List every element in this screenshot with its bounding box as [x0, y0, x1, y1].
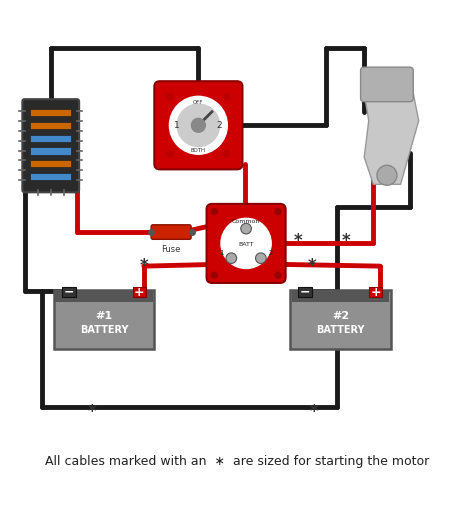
Text: *: *	[294, 232, 302, 250]
Circle shape	[191, 118, 205, 132]
Text: 1: 1	[219, 250, 224, 256]
Text: BATTERY: BATTERY	[316, 325, 365, 334]
Circle shape	[255, 253, 266, 264]
Text: Fuse: Fuse	[162, 245, 181, 254]
Bar	[30, 160, 72, 167]
Text: *: *	[308, 257, 316, 275]
Bar	[55, 291, 153, 302]
FancyBboxPatch shape	[207, 204, 286, 283]
Text: #1: #1	[96, 311, 113, 321]
Circle shape	[224, 150, 230, 157]
Text: #2: #2	[332, 311, 349, 321]
Circle shape	[211, 209, 217, 215]
FancyBboxPatch shape	[361, 67, 413, 102]
Text: OFF: OFF	[193, 99, 204, 105]
Bar	[30, 109, 72, 117]
Bar	[30, 135, 72, 142]
FancyBboxPatch shape	[54, 290, 155, 349]
Bar	[30, 147, 72, 155]
Circle shape	[275, 209, 281, 215]
Text: +: +	[370, 286, 381, 299]
Circle shape	[167, 94, 173, 100]
Text: 1: 1	[174, 121, 180, 130]
Circle shape	[275, 272, 281, 278]
Text: −: −	[64, 286, 74, 299]
Text: 2: 2	[217, 121, 222, 130]
Polygon shape	[364, 75, 419, 184]
Circle shape	[226, 253, 237, 264]
Circle shape	[241, 223, 251, 234]
FancyBboxPatch shape	[155, 81, 243, 169]
Text: Common: Common	[232, 219, 260, 224]
Circle shape	[221, 218, 271, 269]
Bar	[30, 173, 72, 180]
FancyBboxPatch shape	[151, 225, 191, 239]
Circle shape	[211, 272, 217, 278]
Text: All cables marked with an  ∗  are sized for starting the motor: All cables marked with an ∗ are sized fo…	[45, 455, 429, 468]
Circle shape	[224, 94, 230, 100]
Text: *: *	[342, 232, 350, 250]
Circle shape	[177, 104, 219, 146]
Text: *: *	[87, 402, 96, 421]
Text: BOTH: BOTH	[191, 148, 206, 153]
Bar	[292, 291, 389, 302]
Bar	[133, 287, 146, 296]
Text: BATT: BATT	[238, 242, 254, 247]
Text: −: −	[300, 286, 310, 299]
Circle shape	[169, 96, 228, 154]
Bar	[298, 287, 312, 296]
Text: BATTERY: BATTERY	[80, 325, 128, 334]
Bar	[30, 122, 72, 129]
Bar	[62, 287, 76, 296]
Bar	[369, 287, 383, 296]
Circle shape	[377, 165, 397, 185]
FancyBboxPatch shape	[22, 99, 79, 192]
Circle shape	[167, 150, 173, 157]
Text: 2: 2	[268, 250, 273, 256]
FancyBboxPatch shape	[290, 290, 391, 349]
Text: *: *	[139, 257, 148, 275]
Text: +: +	[134, 286, 145, 299]
Text: *: *	[310, 402, 319, 421]
